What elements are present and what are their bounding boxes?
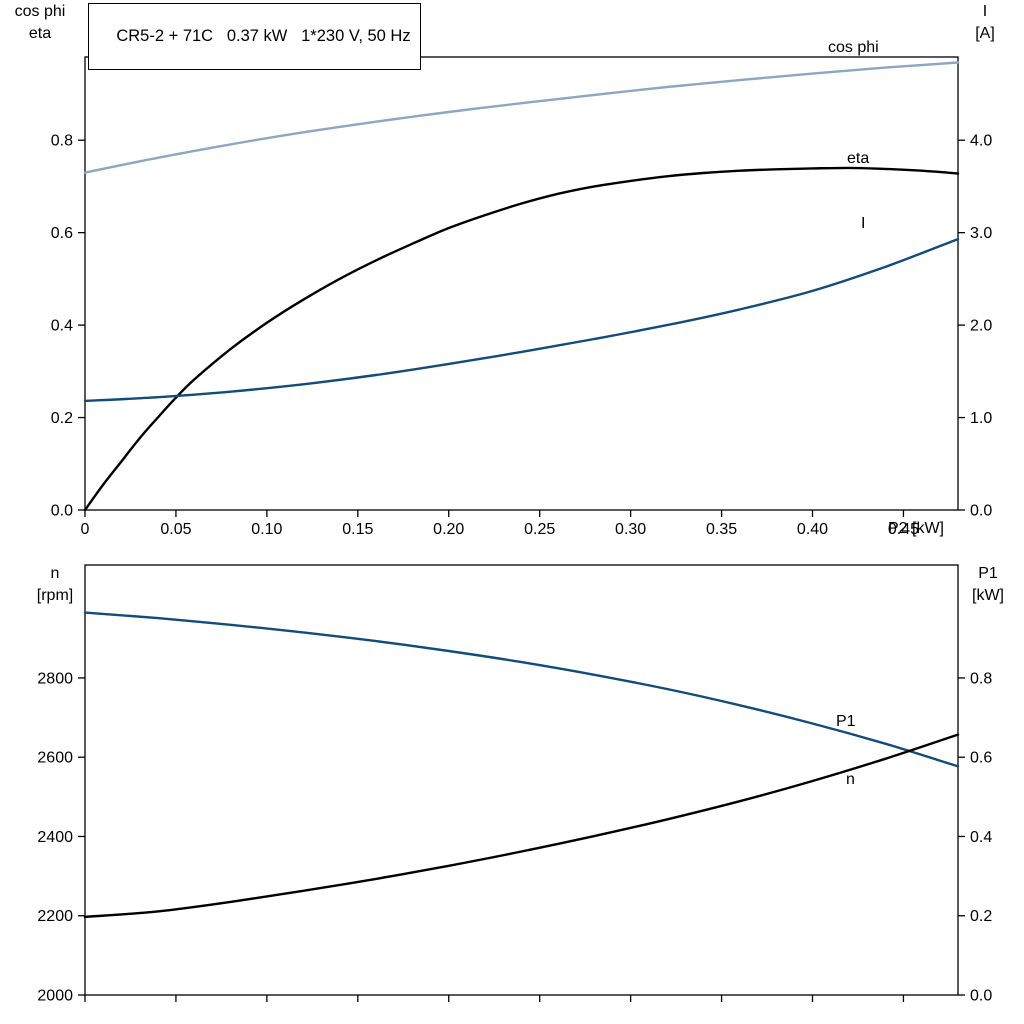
curve-i [83,237,960,403]
chart-title: CR5-2 + 71C 0.37 kW 1*230 V, 50 Hz [116,27,411,45]
label-a: [A] [975,25,995,42]
label-eta: eta [29,25,51,42]
y-left-tick-label: 0.6 [51,225,73,242]
y-right-tick-label: 0.4 [970,829,992,846]
x-tick-label: 0.20 [433,521,464,538]
x-tick-label: 0.45 [888,521,919,538]
y-right-tick-label: 4.0 [970,133,992,150]
label-p1: P1 [978,565,998,582]
y-left-tick-label: 0.2 [51,410,73,427]
label-eta: eta [847,150,869,167]
y-left-tick-label: 2400 [37,829,73,846]
label-p2-kw: P2 [kW] [888,520,944,537]
curve-p1 [83,733,960,919]
label-cos-phi: cos phi [828,39,879,56]
label-kw: [kW] [972,587,1004,604]
curve-cos-phi [83,61,960,174]
x-tick-label: 0.35 [706,521,737,538]
x-tick-label: 0.15 [342,521,373,538]
curve-eta [83,166,960,512]
y-left-tick-label: 2200 [37,908,73,925]
y-right-tick-label: 0.6 [970,750,992,767]
chart-title-box: CR5-2 + 71C 0.37 kW 1*230 V, 50 Hz [88,3,421,70]
label-i: I [861,215,865,232]
y-right-tick-label: 2.0 [970,318,992,335]
x-tick-label: 0.05 [160,521,191,538]
label-p1: P1 [836,713,856,730]
label-rpm: [rpm] [37,587,73,604]
label-n: n [51,565,60,582]
x-tick-label: 0.40 [797,521,828,538]
y-right-tick-label: 3.0 [970,225,992,242]
y-right-tick-label: 0.0 [970,988,992,1005]
y-left-tick-label: 0.0 [51,503,73,520]
x-tick-label: 0.25 [524,521,555,538]
x-tick-label: 0.30 [615,521,646,538]
y-right-tick-label: 0.8 [970,670,992,687]
y-left-tick-label: 2000 [37,988,73,1005]
y-right-tick-label: 1.0 [970,410,992,427]
x-tick-label: 0.10 [251,521,282,538]
y-left-tick-label: 0.8 [51,133,73,150]
plot-border [84,564,959,996]
y-right-tick-label: 0.0 [970,503,992,520]
curve-n [83,611,960,768]
label-cos-phi: cos phi [15,3,66,20]
label-i: I [983,3,987,20]
y-left-tick-label: 2800 [37,670,73,687]
y-left-tick-label: 0.4 [51,318,73,335]
y-right-tick-label: 0.2 [970,908,992,925]
plot-border [84,56,959,511]
y-left-tick-label: 2600 [37,750,73,767]
x-tick-label: 0 [81,521,90,538]
label-n: n [846,771,855,788]
